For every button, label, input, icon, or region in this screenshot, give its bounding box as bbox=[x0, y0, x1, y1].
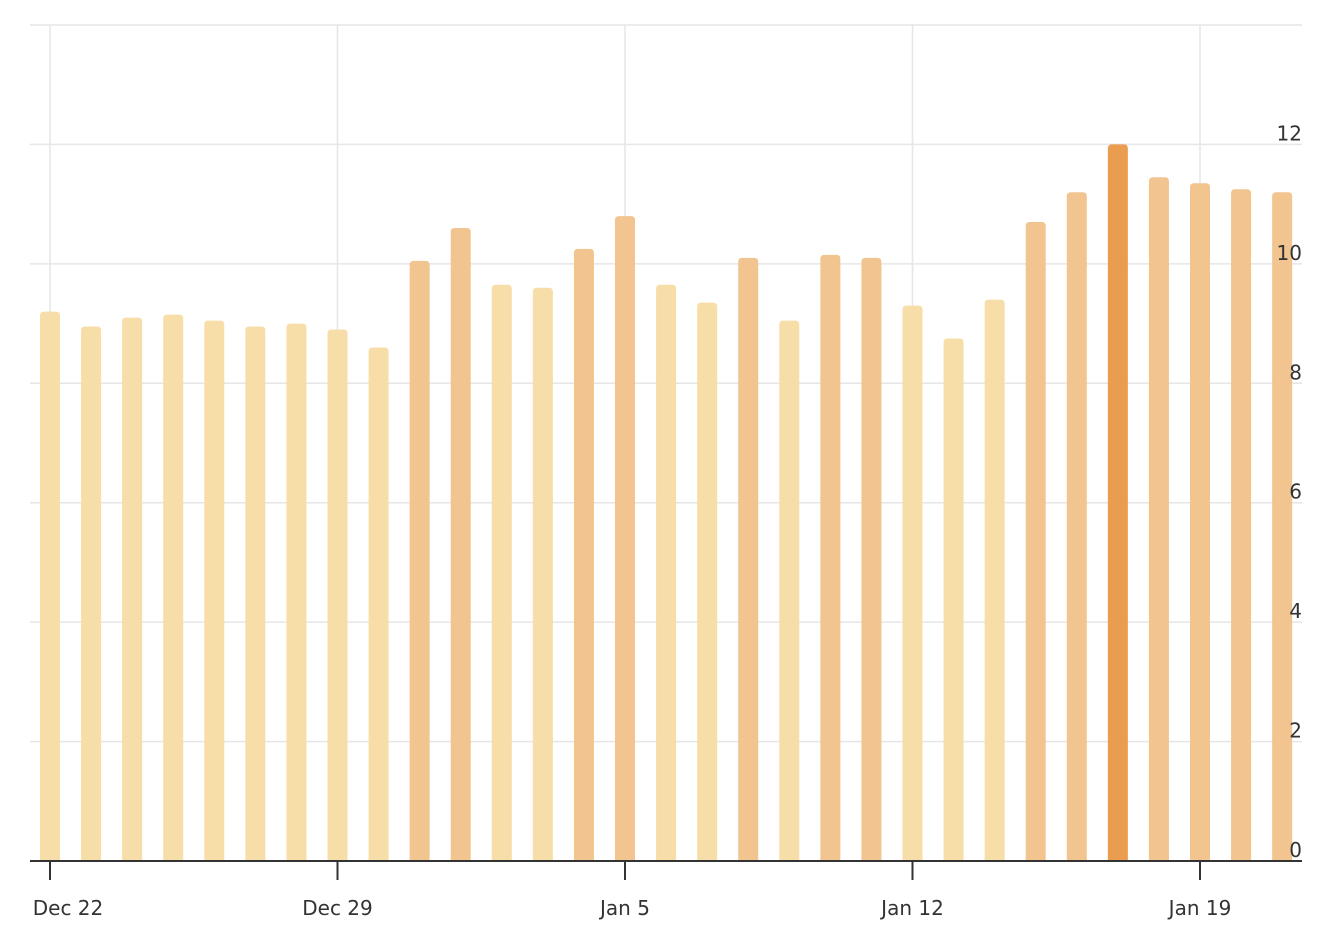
bar-jan-12[interactable]: Jan 12: 9.3 bbox=[902, 305, 923, 862]
bar-jan-21[interactable]: Jan 21: 11.2 bbox=[1272, 192, 1293, 861]
bar-dec-24[interactable]: Dec 24: 9.1 bbox=[122, 317, 143, 862]
x-axis: Dec 22 Dec 29 Jan 5 Jan 12 Jan 19 bbox=[30, 860, 1302, 920]
bar-dec-27[interactable]: Dec 27: 8.95 bbox=[245, 326, 266, 861]
bar-jan-6[interactable]: Jan 6: 9.65 bbox=[656, 284, 677, 861]
bar-dec-25[interactable]: Dec 25: 9.15 bbox=[163, 314, 184, 862]
bars: Dec 22: 9.2 Dec 23: 8.95 Dec 24: 9.1 Dec 25… bbox=[40, 144, 1293, 862]
bar-jan-8[interactable]: Jan 8: 10.1 bbox=[738, 257, 759, 861]
bar-jan-11[interactable]: Jan 11: 10.1 bbox=[861, 257, 882, 861]
bar-dec-28[interactable]: Dec 28: 9 bbox=[286, 323, 307, 862]
bar-jan-15[interactable]: Jan 15: 10.7 bbox=[1025, 222, 1046, 862]
bar-jan-19[interactable]: Jan 19: 11.35 bbox=[1190, 183, 1210, 861]
bar-jan-3[interactable]: Jan 3: 9.6 bbox=[532, 287, 553, 861]
bar-jan-16[interactable]: Jan 16: 11.2 bbox=[1066, 192, 1087, 861]
bar-jan-17[interactable]: Jan 17: 12 bbox=[1107, 144, 1128, 861]
y-tick-label: 0 bbox=[1289, 838, 1302, 862]
y-tick-label: 4 bbox=[1289, 599, 1302, 623]
bar-dec-26[interactable]: Dec 26: 9.05 bbox=[204, 320, 225, 862]
bar-jan-7[interactable]: Jan 7: 9.35 bbox=[697, 302, 718, 862]
bar-jan-14[interactable]: Jan 14: 9.4 bbox=[984, 299, 1005, 862]
y-tick-label: 8 bbox=[1289, 360, 1302, 384]
bar-jan-10[interactable]: Jan 10: 10.15 bbox=[820, 254, 841, 861]
x-tick-label: Jan 5 bbox=[598, 896, 650, 920]
x-tick-label: Dec 29 bbox=[302, 896, 373, 920]
y-tick-label: 2 bbox=[1289, 719, 1302, 743]
x-tick-label: Dec 22 bbox=[33, 896, 104, 920]
bar-jan-9[interactable]: Jan 9: 9.05 bbox=[779, 320, 800, 862]
bar-dec-30[interactable]: Dec 30: 8.6 bbox=[368, 347, 389, 861]
bar-jan-18[interactable]: Jan 18: 11.45 bbox=[1148, 177, 1169, 861]
bar-jan-2[interactable]: Jan 2: 9.65 bbox=[491, 284, 512, 861]
bar-jan-5[interactable]: Jan 5: 10.8 bbox=[615, 216, 635, 862]
y-tick-label: 10 bbox=[1277, 241, 1302, 265]
bar-dec-23[interactable]: Dec 23: 8.95 bbox=[81, 326, 102, 861]
y-tick-label: 12 bbox=[1277, 121, 1302, 145]
bar-jan-20[interactable]: Jan 20: 11.25 bbox=[1231, 189, 1252, 861]
x-tick-label: Jan 12 bbox=[879, 896, 944, 920]
bar-dec-29[interactable]: Dec 29: 8.9 bbox=[327, 329, 348, 861]
bar-jan-1[interactable]: Jan 1: 10.6 bbox=[450, 228, 471, 861]
y-axis-labels: 0 2 4 6 8 10 12 bbox=[1277, 121, 1302, 862]
bar-jan-13[interactable]: Jan 13: 8.75 bbox=[943, 338, 964, 862]
x-tick-label: Jan 19 bbox=[1167, 896, 1232, 920]
y-tick-label: 6 bbox=[1289, 480, 1302, 504]
bar-jan-4[interactable]: Jan 4: 10.25 bbox=[573, 248, 594, 861]
bar-dec-31[interactable]: Dec 31: 10.05 bbox=[409, 260, 430, 861]
bar-dec-22[interactable]: Dec 22: 9.2 bbox=[40, 311, 60, 862]
